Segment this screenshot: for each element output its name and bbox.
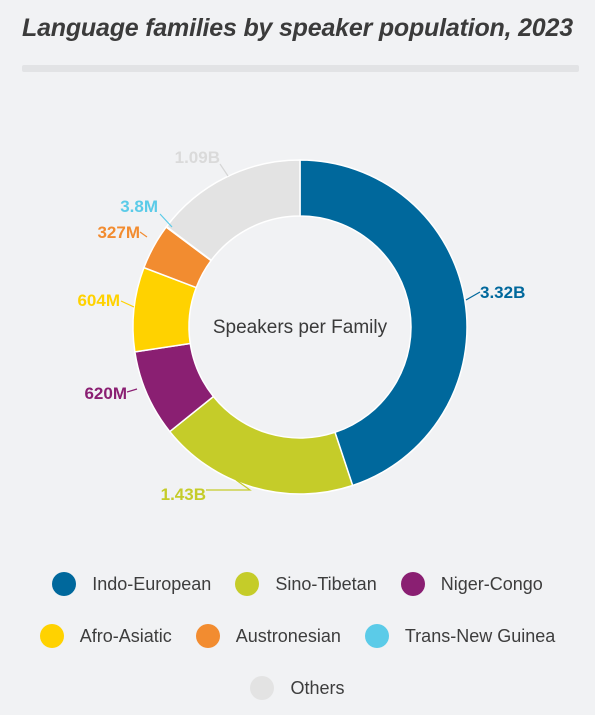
leader-line-niger-congo [126, 388, 138, 393]
leader-line-indo-european [465, 291, 481, 301]
legend-item-trans-new-guinea[interactable]: Trans-New Guinea [364, 624, 556, 648]
legend-swatch [364, 624, 389, 648]
legend-item-others[interactable]: Others [250, 676, 345, 700]
leader-line-austronesian [139, 231, 148, 238]
legend-label: Austronesian [235, 625, 341, 646]
legend-label: Sino-Tibetan [275, 573, 377, 594]
legend-swatch [235, 572, 260, 596]
data-label-niger-congo: 620M [84, 384, 127, 403]
slice-indo-european[interactable] [299, 159, 468, 487]
legend-label: Trans-New Guinea [404, 625, 556, 646]
legend-item-indo-european[interactable]: Indo-European [52, 572, 211, 596]
legend-item-niger-congo[interactable]: Niger-Congo [400, 572, 543, 596]
data-label-austronesian: 327M [97, 223, 140, 242]
legend-row-1: Indo-European Sino-Tibetan Niger-Congo [0, 572, 595, 596]
data-label-sino-tibetan: 1.43B [161, 485, 206, 504]
legend-item-sino-tibetan[interactable]: Sino-Tibetan [235, 572, 377, 596]
data-label-indo-european: 3.32B [480, 283, 525, 302]
legend-swatch [39, 624, 64, 648]
legend-swatch [52, 572, 77, 596]
data-label-others: 1.09B [175, 148, 220, 167]
leader-line-others [219, 163, 229, 177]
chart-title: Language families by speaker population,… [22, 14, 573, 42]
legend-label: Niger-Congo [440, 573, 543, 594]
legend-label: Others [290, 677, 345, 698]
legend-item-austronesian[interactable]: Austronesian [195, 624, 341, 648]
leader-line-sino-tibetan [206, 479, 252, 491]
title-divider [22, 65, 579, 72]
legend-label: Indo-European [92, 573, 212, 594]
center-label: Speakers per Family [213, 317, 388, 338]
data-label-trans-new-guinea: 3.8M [120, 197, 158, 216]
slice-others[interactable] [165, 159, 301, 262]
legend-swatch [195, 624, 220, 648]
leader-line-afro-asiatic [120, 300, 135, 308]
legend-label: Afro-Asiatic [79, 625, 172, 646]
legend-item-afro-asiatic[interactable]: Afro-Asiatic [39, 624, 172, 648]
slice-sino-tibetan[interactable] [168, 395, 354, 495]
legend-swatch [250, 676, 275, 700]
legend-row-3: Others [0, 676, 595, 700]
data-label-afro-asiatic: 604M [77, 291, 120, 310]
leader-line-trans-new-guinea [159, 213, 173, 228]
legend-swatch [400, 572, 425, 596]
legend-row-2: Afro-Asiatic Austronesian Trans-New Guin… [0, 624, 595, 648]
